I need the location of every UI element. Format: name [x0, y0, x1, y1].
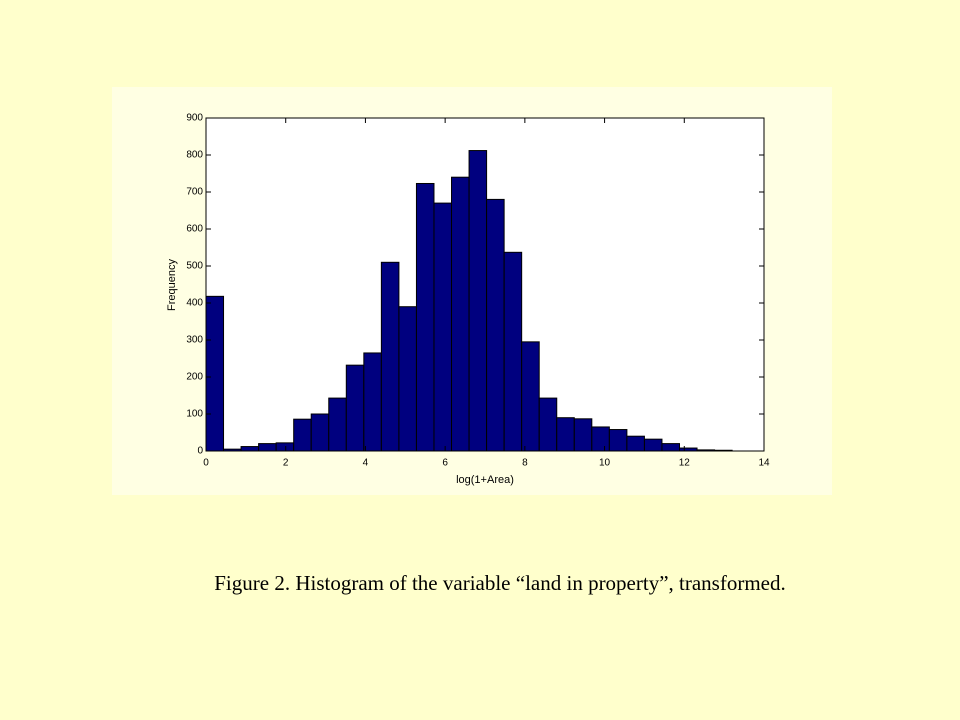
bar [293, 418, 312, 452]
bar [363, 352, 382, 452]
x-tick-label: 2 [283, 458, 289, 469]
bar [345, 364, 365, 452]
y-tick-label: 700 [186, 187, 203, 198]
y-tick-label: 300 [186, 335, 203, 346]
bar [608, 429, 628, 452]
bar [661, 443, 681, 452]
plot-frame [205, 117, 765, 452]
bar [328, 397, 347, 452]
plot: 0 2 4 6 8 10 12 14 0 100 200 300 400 500 600 700 800 900 [186, 113, 770, 469]
bar [240, 446, 260, 452]
x-tick-label: 10 [599, 458, 611, 469]
y-tick-label: 500 [186, 261, 203, 272]
x-axis-label: log(1+Area) [456, 474, 514, 486]
y-axis-label: Frequency [166, 259, 178, 311]
x-tick-label: 8 [522, 458, 528, 469]
y-tick-label: 0 [197, 446, 203, 457]
x-tick-label: 4 [363, 458, 369, 469]
bar [398, 306, 417, 452]
bar [205, 295, 225, 452]
bar [433, 202, 453, 452]
y-tick-label: 100 [186, 409, 203, 420]
y-tick-label: 900 [186, 113, 203, 124]
bar [556, 417, 575, 452]
bar [573, 418, 593, 452]
bar [451, 176, 470, 452]
y-tick-label: 200 [186, 372, 203, 383]
bar [275, 442, 295, 452]
bar [258, 443, 277, 452]
bar [538, 397, 558, 452]
x-tick-label: 14 [758, 458, 770, 469]
bar [626, 435, 645, 452]
bar [643, 438, 663, 452]
bar [468, 150, 488, 452]
bar [591, 426, 610, 452]
bar [415, 182, 435, 452]
y-tick-label: 800 [186, 150, 203, 161]
bar [486, 198, 505, 452]
figure-caption: Figure 2. Histogram of the variable “lan… [214, 571, 786, 595]
x-tick-label: 12 [679, 458, 691, 469]
y-tick-label: 600 [186, 224, 203, 235]
bar [310, 413, 330, 452]
x-tick-label: 6 [442, 458, 448, 469]
x-tick-label: 0 [203, 458, 209, 469]
y-tick-label: 400 [186, 298, 203, 309]
bar [380, 261, 400, 452]
bar [521, 341, 540, 452]
bar [503, 251, 523, 452]
